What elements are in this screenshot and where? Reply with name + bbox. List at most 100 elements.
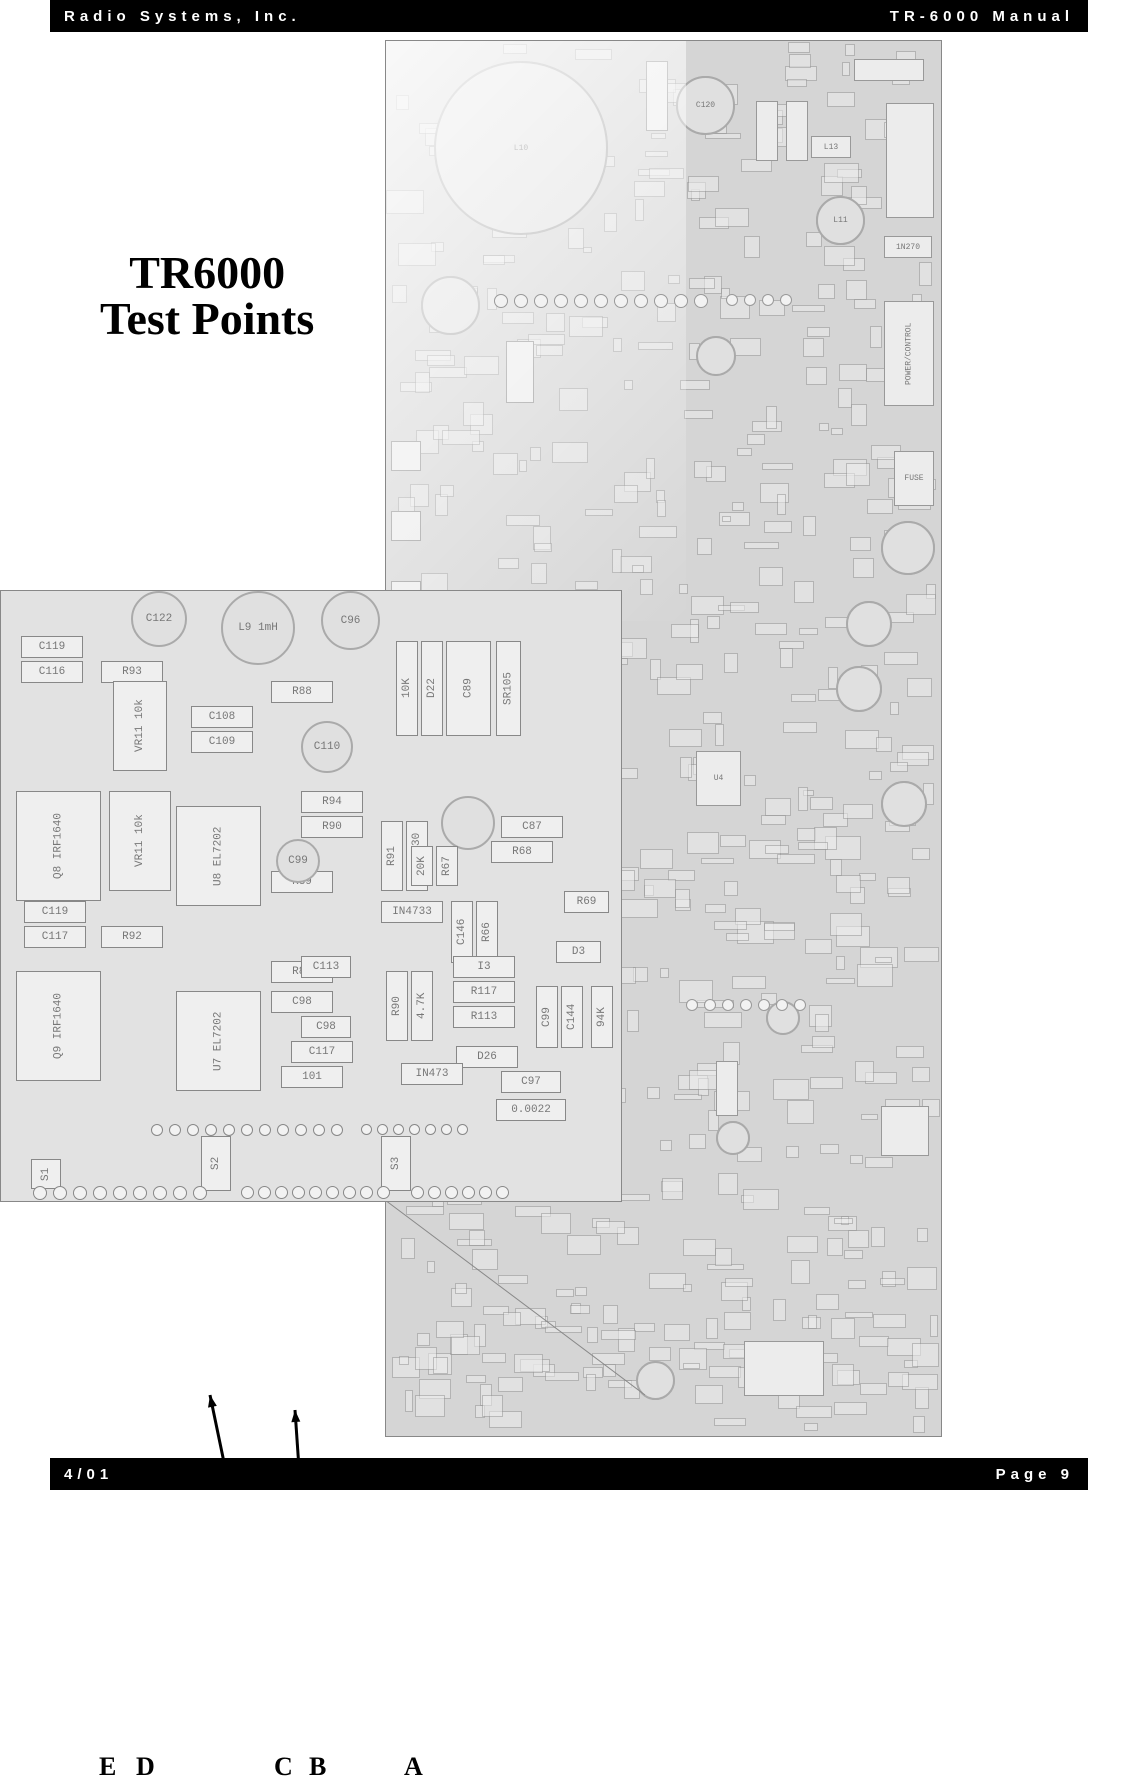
component-filler (859, 873, 877, 881)
header-left: Radio Systems, Inc. (64, 8, 301, 25)
component-filler (794, 581, 813, 603)
component-filler (888, 1372, 909, 1387)
component-rect (391, 511, 421, 541)
component-filler (701, 858, 734, 864)
component-filler (676, 664, 703, 680)
component-round: L9 1mH (221, 591, 295, 665)
component-filler (634, 181, 665, 197)
component-filler (912, 1343, 939, 1367)
component-filler (819, 423, 828, 431)
component-filler (744, 236, 760, 257)
pad-hole (258, 1186, 271, 1199)
component-rect: C116 (21, 661, 83, 683)
component-filler (583, 247, 591, 254)
pad-hole (758, 999, 770, 1011)
component-filler (660, 968, 669, 978)
component-filler (726, 933, 749, 941)
component-rect: S2 (201, 1136, 231, 1191)
pad-hole (173, 1186, 187, 1200)
component-rect: C89 (446, 641, 491, 736)
pad-hole (33, 1186, 47, 1200)
pad-hole (326, 1186, 339, 1199)
pad-hole (73, 1186, 87, 1200)
component-filler (780, 648, 793, 668)
component-rect: R91 (381, 821, 403, 891)
component-filler (857, 964, 893, 987)
component-filler (715, 724, 724, 746)
component-filler (787, 79, 807, 88)
pad-hole (223, 1124, 235, 1136)
pad-hole (292, 1186, 305, 1199)
component-filler (783, 722, 816, 733)
component-filler (502, 312, 535, 324)
pad-hole (554, 294, 568, 308)
component-filler (804, 1423, 818, 1431)
component-rect (854, 59, 924, 81)
component-filler (415, 1395, 445, 1417)
component-filler (804, 1207, 829, 1215)
pad-hole (744, 294, 756, 306)
component-filler (472, 1249, 498, 1270)
component-filler (824, 246, 855, 266)
testpoint-label-d: D (136, 1752, 155, 1782)
component-filler (765, 845, 789, 854)
component-filler (498, 558, 519, 569)
component-filler (469, 1230, 486, 1246)
component-rect: C146 (451, 901, 473, 963)
footer-right: Page 9 (996, 1466, 1074, 1483)
component-rect: D22 (421, 641, 443, 736)
component-filler (722, 516, 731, 522)
component-filler (493, 453, 518, 475)
pad-hole (445, 1186, 458, 1199)
component-round (441, 796, 495, 850)
pad-hole (479, 1186, 492, 1199)
component-filler (657, 500, 666, 517)
component-filler (715, 1248, 732, 1266)
testpoint-label-b: B (309, 1752, 326, 1782)
component-rect: R88 (271, 681, 333, 703)
component-rect: Q8 IRF1640 (16, 791, 101, 901)
component-filler (808, 1315, 817, 1330)
component-filler (917, 1228, 928, 1242)
component-filler (567, 1235, 601, 1255)
component-rect: 1N270 (884, 236, 932, 258)
component-rect: C119 (21, 636, 83, 658)
pad-hole (496, 1186, 509, 1199)
component-rect (391, 441, 421, 471)
header-bar: Radio Systems, Inc. TR-6000 Manual (50, 0, 1088, 32)
pad-hole (534, 294, 548, 308)
pad-hole (169, 1124, 181, 1136)
pad-hole (634, 294, 648, 308)
component-rect (881, 1106, 929, 1156)
component-round: C122 (131, 591, 187, 647)
pad-hole (428, 1186, 441, 1199)
testpoint-label-c: C (274, 1752, 293, 1782)
component-filler (498, 1377, 523, 1392)
pad-hole (409, 1124, 420, 1135)
component-filler (714, 1418, 745, 1425)
component-filler (575, 1287, 587, 1296)
pad-hole (457, 1124, 468, 1135)
component-filler (791, 1260, 810, 1284)
component-filler (848, 1230, 868, 1248)
pad-hole (93, 1186, 107, 1200)
component-rect: C99 (536, 986, 558, 1048)
component-filler (568, 228, 585, 249)
component-filler (806, 367, 827, 385)
pad-hole (740, 999, 752, 1011)
component-rect: R94 (301, 791, 363, 813)
component-filler (427, 1261, 435, 1273)
component-filler (845, 44, 855, 56)
component-filler (386, 190, 424, 214)
component-filler (401, 1238, 416, 1259)
component-filler (660, 1140, 672, 1151)
component-filler (765, 798, 791, 817)
pad-hole (776, 999, 788, 1011)
page: Radio Systems, Inc. TR-6000 Manual TR600… (0, 0, 1138, 1490)
component-filler (603, 1305, 619, 1324)
component-filler (466, 1375, 486, 1382)
component-filler (683, 1363, 700, 1369)
component-filler (792, 305, 825, 312)
pad-hole (151, 1124, 163, 1136)
component-filler (514, 1354, 543, 1373)
